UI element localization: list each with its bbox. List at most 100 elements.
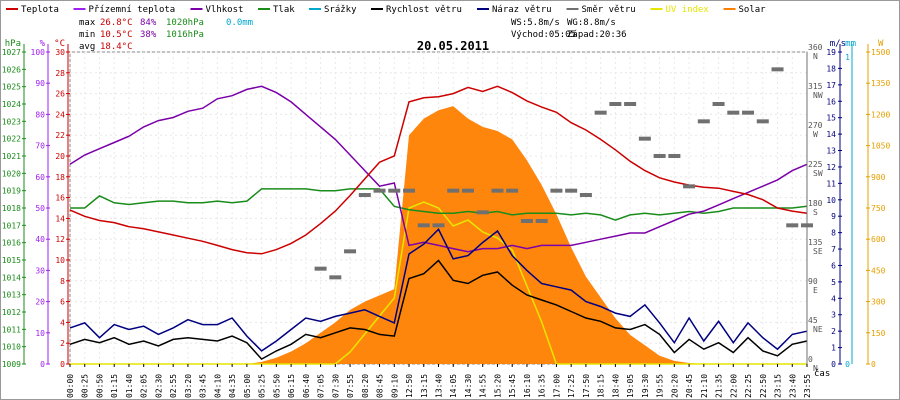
direction-name-label: S xyxy=(813,208,818,217)
direction-mark xyxy=(565,188,578,193)
legend-label: Náraz větru xyxy=(492,5,552,15)
stat-ws: WS:5.8m/s xyxy=(511,18,560,28)
hpa-tick-label: 1026 xyxy=(2,65,21,74)
celsius-tick-label: 16 xyxy=(55,194,65,203)
x-tick-label: 16:10 xyxy=(523,374,532,398)
ms-tick-label: 10 xyxy=(826,196,836,205)
legend-label: Směr větru xyxy=(582,5,636,15)
mm-tick-label: 1 xyxy=(845,53,850,62)
series-uv-index xyxy=(70,201,807,365)
series-vlhkost xyxy=(69,85,808,253)
stat-max-rain: 0.0mm xyxy=(226,18,253,28)
direction-tick-label: 360 xyxy=(808,43,823,52)
hpa-tick-label: 1021 xyxy=(2,152,21,161)
direction-name-label: SE xyxy=(813,247,823,256)
ms-tick-label: 12 xyxy=(826,163,836,172)
hpa-tick-label: 1018 xyxy=(2,204,21,213)
direction-mark xyxy=(668,154,681,158)
direction-mark xyxy=(417,223,430,228)
hpa-tick-label: 1016 xyxy=(2,239,21,248)
legend-label: Srážky xyxy=(324,5,357,15)
w-tick-label: 750 xyxy=(871,204,886,213)
direction-mark xyxy=(697,119,710,124)
legend-label: Teplota xyxy=(21,5,59,15)
x-tick-label: 19:30 xyxy=(641,374,650,398)
hpa-tick-label: 1027 xyxy=(2,48,21,57)
w-tick-label: 1500 xyxy=(871,48,890,57)
hpa-tick-label: 1011 xyxy=(2,325,21,334)
hpa-tick-label: 1019 xyxy=(2,187,21,196)
hpa-tick-label: 1015 xyxy=(2,256,21,265)
direction-mark xyxy=(535,219,548,223)
ms-tick-label: 15 xyxy=(826,114,836,123)
direction-name-label: NW xyxy=(813,91,823,100)
pct-axis-label: % xyxy=(40,39,46,49)
legend-label: Vlhkost xyxy=(206,5,244,15)
stat-min-hum: 38% xyxy=(140,30,157,40)
direction-tick-label: 0 xyxy=(808,355,813,364)
x-tick-label: 03:20 xyxy=(184,374,193,398)
mm-tick-label: 0 xyxy=(845,360,850,369)
celsius-tick-label: 18 xyxy=(55,173,65,182)
x-tick-label: 02:30 xyxy=(154,374,163,398)
w-tick-label: 450 xyxy=(871,266,886,275)
axes-layer: 1009101010111012101310141015101610171018… xyxy=(2,39,891,398)
series-naraz xyxy=(69,228,808,352)
x-tick-label: 14:55 xyxy=(479,374,488,398)
stat-wg: WG:8.8m/s xyxy=(567,18,616,28)
w-tick-label: 1350 xyxy=(871,79,890,88)
pct-tick-label: 30 xyxy=(35,266,45,275)
stat-avg-temp: 18.4°C xyxy=(100,42,133,52)
stat-min-press: 1016hPa xyxy=(166,30,204,40)
direction-mark xyxy=(594,110,607,115)
direction-mark xyxy=(579,193,592,197)
direction-mark xyxy=(506,188,519,193)
direction-name-label: N xyxy=(813,364,818,373)
direction-tick-label: 315 xyxy=(808,82,823,91)
x-tick-label: 17:00 xyxy=(552,374,561,398)
w-tick-label: 1200 xyxy=(871,110,890,119)
pct-tick-label: 80 xyxy=(35,110,45,119)
celsius-tick-label: 28 xyxy=(55,69,65,78)
w-tick-label: 150 xyxy=(871,329,886,338)
hpa-tick-label: 1017 xyxy=(2,221,21,230)
ms-tick-label: 6 xyxy=(831,261,836,270)
x-tick-label: 05:25 xyxy=(258,374,267,398)
chart-title: 20.05.2011 xyxy=(417,39,489,53)
x-tick-label: 20:45 xyxy=(685,374,694,398)
x-tick-label: 22:00 xyxy=(729,374,738,398)
x-tick-label: 05:00 xyxy=(243,374,252,398)
x-tick-label: 01:40 xyxy=(125,374,134,398)
series-solar xyxy=(70,106,807,364)
x-tick-label: 13:40 xyxy=(435,374,444,398)
hpa-tick-label: 1025 xyxy=(2,83,21,92)
hpa-axis-label: hPa xyxy=(5,39,21,49)
ms-tick-label: 14 xyxy=(826,130,836,139)
direction-mark xyxy=(712,102,725,106)
x-tick-label: 07:55 xyxy=(346,374,355,398)
hpa-tick-label: 1014 xyxy=(2,273,21,282)
w-tick-label: 0 xyxy=(871,360,876,369)
x-tick-label: 20:20 xyxy=(670,374,679,398)
x-tick-label: 23:15 xyxy=(774,374,783,398)
ms-tick-label: 5 xyxy=(831,278,836,287)
celsius-tick-label: 20 xyxy=(55,152,65,161)
ms-tick-label: 18 xyxy=(826,64,836,73)
x-tick-label: 22:50 xyxy=(759,374,768,398)
x-tick-label: 17:50 xyxy=(582,374,591,398)
x-tick-label: 16:35 xyxy=(538,374,547,398)
stat-max-press: 1020hPa xyxy=(166,18,204,28)
direction-mark xyxy=(550,188,563,193)
ms-tick-label: 19 xyxy=(826,48,836,57)
direction-mark xyxy=(358,193,371,197)
ms-tick-label: 17 xyxy=(826,81,836,90)
x-tick-label: 07:30 xyxy=(331,374,340,398)
mm-axis-label: mm xyxy=(845,39,856,49)
series-layer xyxy=(69,67,813,365)
x-tick-label: 18:40 xyxy=(611,374,620,398)
direction-tick-label: 45 xyxy=(808,316,818,325)
x-tick-label: 14:05 xyxy=(449,374,458,398)
legend-label: Rychlost větru xyxy=(386,5,462,15)
x-tick-label: 17:25 xyxy=(567,374,576,398)
celsius-tick-label: 24 xyxy=(55,110,65,119)
